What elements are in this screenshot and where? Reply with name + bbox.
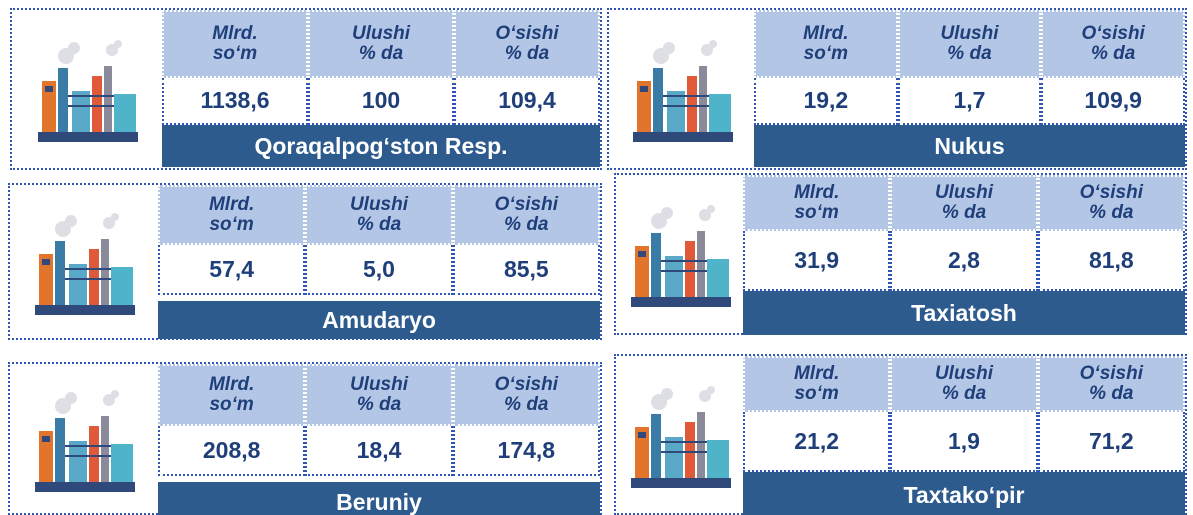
header-line: % da (357, 395, 401, 415)
header-line: Ulushi (935, 364, 993, 384)
header-line: so‘m (209, 215, 253, 235)
column-header: Ulushi% da (305, 364, 452, 426)
factory-icon (29, 386, 139, 496)
page: Mlrd.so‘m1138,6Ulushi% da100O‘sishi% da1… (0, 0, 1193, 515)
header-line: O‘sishi (1080, 183, 1143, 203)
header-line: % da (359, 44, 403, 64)
header-line: O‘sishi (1080, 364, 1143, 384)
factory-icon (625, 382, 735, 492)
value-cell: 5,0 (305, 245, 452, 295)
column-header: O‘sishi% da (453, 364, 600, 426)
header-line: % da (1089, 384, 1133, 404)
region-name: Nukus (754, 125, 1185, 167)
column-header: O‘sishi% da (453, 185, 600, 245)
header-line: % da (504, 215, 548, 235)
factory-icon (625, 201, 735, 311)
header-line: so‘m (804, 44, 848, 64)
value-cell: 21,2 (743, 412, 890, 472)
header-line: % da (942, 384, 986, 404)
column-header: Mlrd.so‘m (158, 364, 305, 426)
header-line: Ulushi (352, 24, 410, 44)
header-line: O‘sishi (1081, 24, 1144, 44)
column-header: Ulushi% da (890, 356, 1037, 412)
value-cell: 109,9 (1041, 78, 1185, 125)
column-header: Mlrd.so‘m (743, 356, 890, 412)
column-header: Ulushi% da (308, 10, 454, 78)
header-line: Mlrd. (794, 364, 839, 384)
header-line: O‘sishi (495, 24, 558, 44)
column-header: O‘sishi% da (1038, 175, 1185, 231)
header-line: Mlrd. (794, 183, 839, 203)
header-line: Ulushi (350, 195, 408, 215)
region-name: Qoraqalpog‘ston Resp. (162, 125, 600, 167)
header-line: so‘m (213, 44, 257, 64)
header-line: so‘m (794, 384, 838, 404)
value-cell: 100 (308, 78, 454, 125)
header-line: % da (942, 203, 986, 223)
header-line: % da (947, 44, 991, 64)
header-line: Ulushi (940, 24, 998, 44)
header-line: so‘m (209, 395, 253, 415)
column-header: O‘sishi% da (454, 10, 600, 78)
value-cell: 31,9 (743, 231, 890, 291)
header-line: % da (1091, 44, 1135, 64)
header-line: % da (1089, 203, 1133, 223)
header-line: Mlrd. (209, 195, 254, 215)
value-cell: 19,2 (754, 78, 898, 125)
header-line: O‘sishi (495, 375, 558, 395)
column-header: Mlrd.so‘m (162, 10, 308, 78)
value-cell: 2,8 (890, 231, 1037, 291)
value-cell: 208,8 (158, 426, 305, 476)
region-name: Taxtako‘pir (743, 472, 1185, 515)
header-line: % da (357, 215, 401, 235)
factory-icon (627, 36, 737, 146)
header-line: Ulushi (350, 375, 408, 395)
value-cell: 1,7 (898, 78, 1042, 125)
header-line: % da (505, 44, 549, 64)
value-cell: 174,8 (453, 426, 600, 476)
column-header: Ulushi% da (305, 185, 452, 245)
value-cell: 1138,6 (162, 78, 308, 125)
column-header: Ulushi% da (898, 10, 1042, 78)
factory-icon (29, 209, 139, 319)
value-cell: 1,9 (890, 412, 1037, 472)
header-line: Mlrd. (209, 375, 254, 395)
value-cell: 57,4 (158, 245, 305, 295)
header-line: O‘sishi (495, 195, 558, 215)
column-header: Ulushi% da (890, 175, 1037, 231)
region-name: Taxiatosh (743, 291, 1185, 335)
column-header: Mlrd.so‘m (743, 175, 890, 231)
value-cell: 81,8 (1038, 231, 1185, 291)
value-cell: 18,4 (305, 426, 452, 476)
value-cell: 85,5 (453, 245, 600, 295)
header-line: Mlrd. (212, 24, 257, 44)
region-name: Beruniy (158, 482, 600, 515)
factory-icon (32, 36, 142, 146)
column-header: O‘sishi% da (1041, 10, 1185, 78)
value-cell: 71,2 (1038, 412, 1185, 472)
column-header: Mlrd.so‘m (158, 185, 305, 245)
column-header: Mlrd.so‘m (754, 10, 898, 78)
region-name: Amudaryo (158, 301, 600, 339)
header-line: Ulushi (935, 183, 993, 203)
header-line: so‘m (794, 203, 838, 223)
header-line: % da (504, 395, 548, 415)
column-header: O‘sishi% da (1038, 356, 1185, 412)
header-line: Mlrd. (803, 24, 848, 44)
value-cell: 109,4 (454, 78, 600, 125)
